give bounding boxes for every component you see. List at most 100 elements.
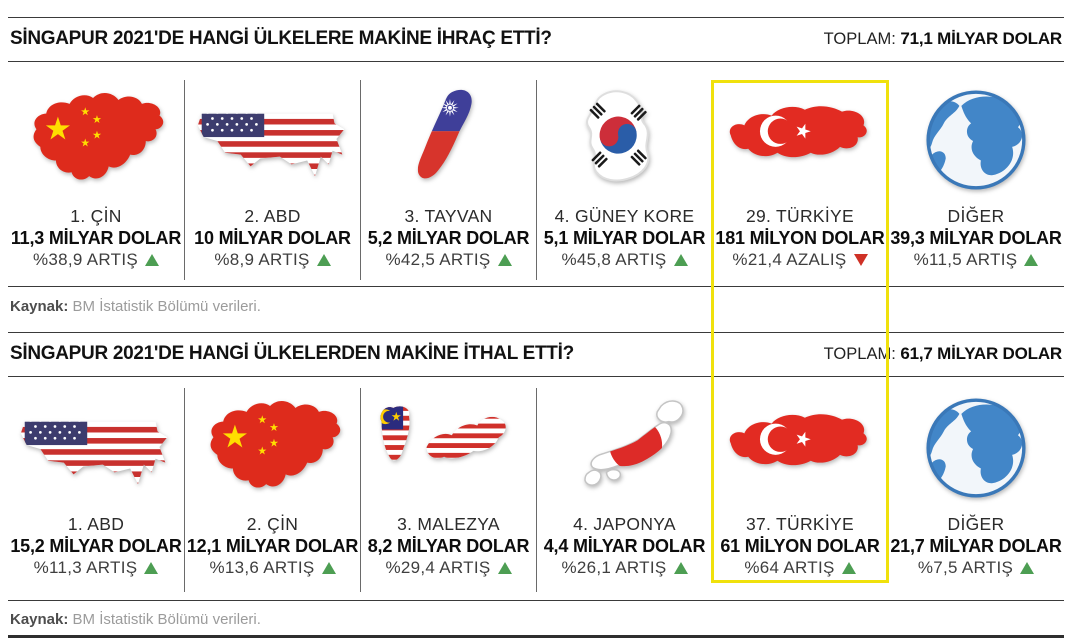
country-value: 15,2 MİLYAR DOLAR (10, 536, 182, 556)
country-rank-name: 4. JAPONYA (573, 514, 676, 534)
export-cell-other: DİĞER 39,3 MİLYAR DOLAR %11,5 ARTIŞ (888, 80, 1064, 280)
import-total-label: TOPLAM: (823, 345, 896, 363)
country-change-text: %38,9 ARTIŞ (32, 250, 139, 269)
country-change: %11,5 ARTIŞ (914, 249, 1039, 271)
country-change: %64 ARTIŞ (744, 557, 856, 579)
country-rank-name: 1. ÇİN (70, 206, 122, 226)
country-value: 61 MİLYON DOLAR (720, 536, 880, 556)
country-rank-name: 29. TÜRKİYE (745, 206, 855, 226)
import-cell-usa: 1. ABD 15,2 MİLYAR DOLAR %11,3 ARTIŞ (8, 388, 184, 592)
export-total-label: TOPLAM: (823, 30, 896, 48)
source-text: BM İstatistik Bölümü verileri. (72, 611, 261, 628)
country-value: 12,1 MİLYAR DOLAR (186, 536, 359, 556)
country-change-text: %45,8 ARTIŞ (561, 250, 667, 269)
country-change: %45,8 ARTIŞ (561, 249, 688, 271)
taiwan-map-flag-icon (361, 80, 536, 200)
country-value: 8,2 MİLYAR DOLAR (367, 536, 530, 556)
import-source-note: Kaynak: BM İstatistik Bölümü verileri. (10, 611, 261, 628)
export-header-rule (8, 61, 1064, 62)
trend-up-icon (497, 562, 512, 574)
country-change: %29,4 ARTIŞ (385, 557, 512, 579)
country-change: %7,5 ARTIŞ (917, 557, 1035, 579)
china-map-flag-icon (185, 388, 360, 508)
country-rank-name: DİĞER (947, 514, 1005, 534)
country-rank-name: 4. GÜNEY KORE (554, 206, 695, 226)
country-change-text: %42,5 ARTIŞ (385, 250, 491, 269)
trend-up-icon (321, 562, 336, 574)
country-change: %26,1 ARTIŞ (561, 557, 688, 579)
country-value: 39,3 MİLYAR DOLAR (890, 228, 1062, 248)
import-cell-japan: 4. JAPONYA 4,4 MİLYAR DOLAR %26,1 ARTIŞ (536, 388, 712, 592)
source-label: Kaynak: (10, 298, 69, 315)
export-footer-rule (8, 286, 1064, 287)
import-header-rule (8, 376, 1064, 377)
import-section-header: SİNGAPUR 2021'DE HANGİ ÜLKELERDEN MAKİNE… (10, 343, 1062, 365)
country-change-text: %21,4 AZALIŞ (732, 250, 847, 269)
globe-icon (888, 388, 1064, 508)
trend-up-icon (316, 254, 331, 266)
bottom-rule (8, 635, 1064, 638)
malaysia-map-flag-icon (361, 388, 536, 508)
country-change-text: %7,5 ARTIŞ (917, 558, 1014, 577)
trend-up-icon (841, 562, 856, 574)
japan-map-flag-icon (537, 388, 712, 508)
trend-up-icon (497, 254, 512, 266)
import-total-value: 61,7 MİLYAR DOLAR (900, 344, 1062, 363)
country-rank-name: 2. ABD (244, 206, 301, 226)
source-label: Kaynak: (10, 611, 69, 628)
trend-up-icon (144, 562, 159, 574)
export-section-header: SİNGAPUR 2021'DE HANGİ ÜLKELERE MAKİNE İ… (10, 28, 1062, 50)
trend-up-icon (145, 254, 160, 266)
country-value: 4,4 MİLYAR DOLAR (543, 536, 706, 556)
country-change: %11,3 ARTIŞ (34, 557, 159, 579)
country-value: 181 MİLYON DOLAR (715, 228, 885, 248)
country-change: %42,5 ARTIŞ (385, 249, 512, 271)
turkiye-map-flag-icon (712, 80, 888, 200)
china-map-flag-icon (8, 80, 184, 200)
country-change-text: %26,1 ARTIŞ (561, 558, 667, 577)
country-rank-name: 2. ÇİN (246, 514, 299, 534)
export-section-title: SİNGAPUR 2021'DE HANGİ ÜLKELERE MAKİNE İ… (10, 28, 552, 49)
country-change-text: %11,3 ARTIŞ (33, 558, 138, 577)
trend-down-icon (853, 254, 868, 266)
export-cell-taiwan: 3. TAYVAN 5,2 MİLYAR DOLAR %42,5 ARTIŞ (360, 80, 536, 280)
import-top-rule (8, 332, 1064, 333)
country-change-text: %8,9 ARTIŞ (214, 250, 310, 269)
import-grid: 1. ABD 15,2 MİLYAR DOLAR %11,3 ARTIŞ 2. … (8, 388, 1064, 592)
country-rank-name: 37. TÜRKİYE (745, 514, 855, 534)
country-value: 21,7 MİLYAR DOLAR (890, 536, 1062, 556)
import-cell-other: DİĞER 21,7 MİLYAR DOLAR %7,5 ARTIŞ (888, 388, 1064, 592)
globe-icon (888, 80, 1064, 200)
country-value: 5,2 MİLYAR DOLAR (367, 228, 530, 248)
export-grid: 1. ÇİN 11,3 MİLYAR DOLAR %38,9 ARTIŞ (8, 80, 1064, 280)
country-change: %21,4 AZALIŞ (732, 249, 868, 271)
country-value: 10 MİLYAR DOLAR (194, 228, 351, 248)
export-total: TOPLAM: 71,1 MİLYAR DOLAR (823, 29, 1063, 49)
country-rank-name: 3. TAYVAN (404, 206, 493, 226)
import-footer-rule (8, 600, 1064, 601)
country-rank-name: DİĞER (947, 206, 1005, 226)
import-section-title: SİNGAPUR 2021'DE HANGİ ÜLKELERDEN MAKİNE… (10, 343, 574, 364)
export-source-note: Kaynak: BM İstatistik Bölümü verileri. (10, 298, 261, 315)
country-change-text: %11,5 ARTIŞ (913, 250, 1018, 269)
export-cell-turkiye: 29. TÜRKİYE 181 MİLYON DOLAR %21,4 AZALI… (712, 80, 888, 280)
country-value: 5,1 MİLYAR DOLAR (543, 228, 706, 248)
country-change-text: %13,6 ARTIŞ (209, 558, 315, 577)
usa-map-flag-icon (185, 80, 360, 200)
export-cell-usa: 2. ABD 10 MİLYAR DOLAR %8,9 ARTIŞ (184, 80, 360, 280)
country-change: %13,6 ARTIŞ (209, 557, 336, 579)
turkiye-map-flag-icon (712, 388, 888, 508)
trend-up-icon (1020, 562, 1035, 574)
source-text: BM İstatistik Bölümü verileri. (72, 298, 261, 315)
top-rule (8, 17, 1064, 18)
country-rank-name: 3. MALEZYA (397, 514, 500, 534)
country-change-text: %64 ARTIŞ (744, 558, 835, 577)
usa-map-flag-icon (8, 388, 184, 508)
export-cell-south-korea: 4. GÜNEY KORE 5,1 MİLYAR DOLAR %45,8 ART… (536, 80, 712, 280)
export-cell-china: 1. ÇİN 11,3 MİLYAR DOLAR %38,9 ARTIŞ (8, 80, 184, 280)
import-cell-china: 2. ÇİN 12,1 MİLYAR DOLAR %13,6 ARTIŞ (184, 388, 360, 592)
trend-up-icon (673, 562, 688, 574)
import-cell-malaysia: 3. MALEZYA 8,2 MİLYAR DOLAR %29,4 ARTIŞ (360, 388, 536, 592)
import-total: TOPLAM: 61,7 MİLYAR DOLAR (823, 344, 1063, 364)
